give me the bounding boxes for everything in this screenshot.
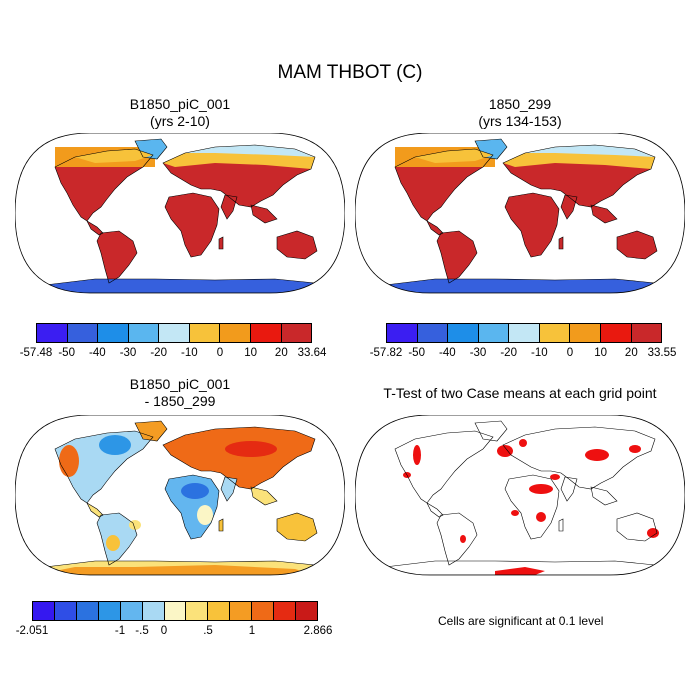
colorbar-swatch bbox=[208, 602, 231, 620]
colorbar-swatch bbox=[76, 602, 99, 620]
colorbar-swatch bbox=[296, 602, 317, 620]
colorbar-tick-label: -.5 bbox=[135, 625, 149, 637]
colorbar-tick-label: 0 bbox=[160, 625, 168, 637]
colorbar-swatch bbox=[448, 324, 479, 342]
colorbar-tick-label: -40 bbox=[439, 347, 456, 359]
colorbar-swatch bbox=[509, 324, 540, 342]
colorbar-tick-label: -2.051 bbox=[15, 625, 49, 637]
colorbar-tick-label: -40 bbox=[89, 347, 106, 359]
colorbar-swatch bbox=[33, 602, 55, 620]
colorbar-swatch bbox=[54, 602, 77, 620]
colorbar-tick-label: 20 bbox=[274, 347, 288, 359]
colorbar-tick-label: 10 bbox=[594, 347, 608, 359]
colorbar-swatch bbox=[98, 602, 121, 620]
colorbar-swatch bbox=[67, 324, 99, 342]
colorbar-swatch bbox=[281, 324, 312, 342]
colorbar-tick-label: 2.866 bbox=[303, 625, 333, 637]
colorbar-tick-label: 1 bbox=[248, 625, 256, 637]
panel-1-title-line1: B1850_piC_001 bbox=[129, 96, 231, 112]
colorbar-swatch bbox=[128, 324, 160, 342]
colorbar-swatch bbox=[120, 602, 143, 620]
colorbar-panel-2 bbox=[386, 323, 662, 343]
map-panel-2 bbox=[355, 133, 685, 294]
map-panel-1 bbox=[15, 133, 345, 294]
colorbar-panel-3 bbox=[32, 601, 318, 621]
panel-2-title-line1: 1850_299 bbox=[488, 96, 552, 112]
colorbar-swatch bbox=[600, 324, 632, 342]
colorbar-swatch bbox=[274, 602, 297, 620]
colorbar-swatch bbox=[142, 602, 165, 620]
colorbar-tick-label: -30 bbox=[469, 347, 487, 359]
colorbar-tick-label: 0 bbox=[216, 347, 224, 359]
panel-2-title: 1850_299 (yrs 134-153) bbox=[400, 96, 640, 130]
colorbar-tick-label: 0 bbox=[566, 347, 574, 359]
colorbar-swatch bbox=[252, 602, 275, 620]
panel-1-title-line2: (yrs 2-10) bbox=[150, 113, 210, 129]
colorbar-swatch bbox=[631, 324, 662, 342]
panel-3-title: B1850_piC_001 - 1850_299 bbox=[60, 376, 300, 410]
colorbar-tick-label: 33.55 bbox=[647, 347, 677, 359]
colorbar-tick-label: -50 bbox=[408, 347, 425, 359]
panel-2-title-line2: (yrs 134-153) bbox=[478, 113, 562, 129]
colorbar-swatch bbox=[98, 324, 129, 342]
figure-title: MAM THBOT (C) bbox=[277, 62, 423, 83]
panel-4-title: T-Test of two Case means at each grid po… bbox=[350, 385, 690, 402]
colorbar-tick-label: -20 bbox=[150, 347, 167, 359]
colorbar-swatch bbox=[37, 324, 68, 342]
map-panel-3 bbox=[15, 415, 345, 576]
colorbar-tick-label: -10 bbox=[181, 347, 198, 359]
colorbar-tick-label: -10 bbox=[531, 347, 548, 359]
panel-1-title: B1850_piC_001 (yrs 2-10) bbox=[60, 96, 300, 130]
colorbar-tick-label: 33.64 bbox=[297, 347, 327, 359]
colorbar-swatch bbox=[164, 602, 187, 620]
colorbar-swatch bbox=[186, 602, 209, 620]
colorbar-tick-label: -50 bbox=[58, 347, 75, 359]
colorbar-swatch bbox=[159, 324, 190, 342]
colorbar-swatch bbox=[250, 324, 282, 342]
panel-3-title-line1: B1850_piC_001 bbox=[129, 376, 231, 392]
colorbar-tick-label: 10 bbox=[244, 347, 258, 359]
colorbar-tick-label: -30 bbox=[119, 347, 137, 359]
colorbar-tick-label: -1 bbox=[114, 625, 126, 637]
colorbar-tick-label: -57.82 bbox=[369, 347, 403, 359]
colorbar-panel-1 bbox=[36, 323, 312, 343]
colorbar-tick-label: 20 bbox=[624, 347, 638, 359]
colorbar-swatch bbox=[570, 324, 601, 342]
colorbar-swatch bbox=[417, 324, 449, 342]
map-panel-4 bbox=[355, 415, 685, 576]
colorbar-swatch bbox=[478, 324, 510, 342]
colorbar-swatch bbox=[189, 324, 221, 342]
colorbar-swatch bbox=[220, 324, 251, 342]
colorbar-swatch bbox=[387, 324, 418, 342]
significance-note: Cells are significant at 0.1 level bbox=[438, 614, 604, 628]
colorbar-tick-label: .5 bbox=[203, 625, 213, 637]
colorbar-swatch bbox=[539, 324, 571, 342]
colorbar-tick-label: -20 bbox=[500, 347, 517, 359]
colorbar-tick-label: -57.48 bbox=[19, 347, 53, 359]
panel-3-title-line2: - 1850_299 bbox=[144, 393, 216, 409]
colorbar-swatch bbox=[230, 602, 253, 620]
panel-4-title-line1: T-Test of two Case means at each grid po… bbox=[383, 385, 657, 401]
